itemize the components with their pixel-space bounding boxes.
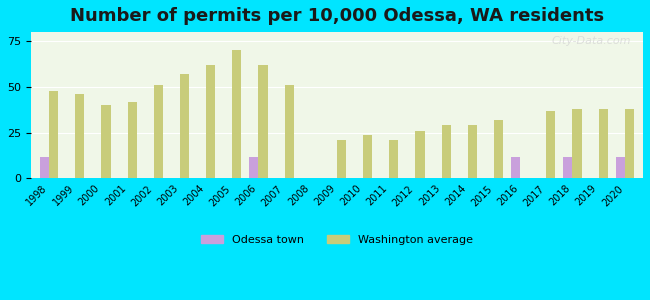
Title: Number of permits per 10,000 Odessa, WA residents: Number of permits per 10,000 Odessa, WA … bbox=[70, 7, 604, 25]
Bar bbox=[75, 94, 84, 178]
Bar bbox=[599, 109, 608, 178]
Bar bbox=[511, 157, 520, 178]
Bar bbox=[285, 85, 294, 178]
Bar bbox=[127, 102, 136, 178]
Bar bbox=[49, 91, 58, 178]
Bar bbox=[363, 135, 372, 178]
Bar bbox=[180, 74, 189, 178]
Bar bbox=[101, 105, 111, 178]
Bar bbox=[31, 32, 643, 178]
Bar bbox=[625, 109, 634, 178]
Bar bbox=[259, 65, 268, 178]
Bar bbox=[468, 125, 477, 178]
Bar bbox=[616, 157, 625, 178]
Bar bbox=[249, 157, 259, 178]
Bar bbox=[232, 50, 241, 178]
Text: City-Data.com: City-Data.com bbox=[551, 36, 630, 46]
Bar bbox=[441, 125, 450, 178]
Bar bbox=[154, 85, 163, 178]
Legend: Odessa town, Washington average: Odessa town, Washington average bbox=[197, 230, 477, 249]
Bar bbox=[573, 109, 582, 178]
Bar bbox=[546, 111, 555, 178]
Bar bbox=[337, 140, 346, 178]
Bar bbox=[389, 140, 398, 178]
Bar bbox=[206, 65, 215, 178]
Bar bbox=[494, 120, 503, 178]
Bar bbox=[564, 157, 573, 178]
Bar bbox=[415, 131, 424, 178]
Bar bbox=[40, 157, 49, 178]
